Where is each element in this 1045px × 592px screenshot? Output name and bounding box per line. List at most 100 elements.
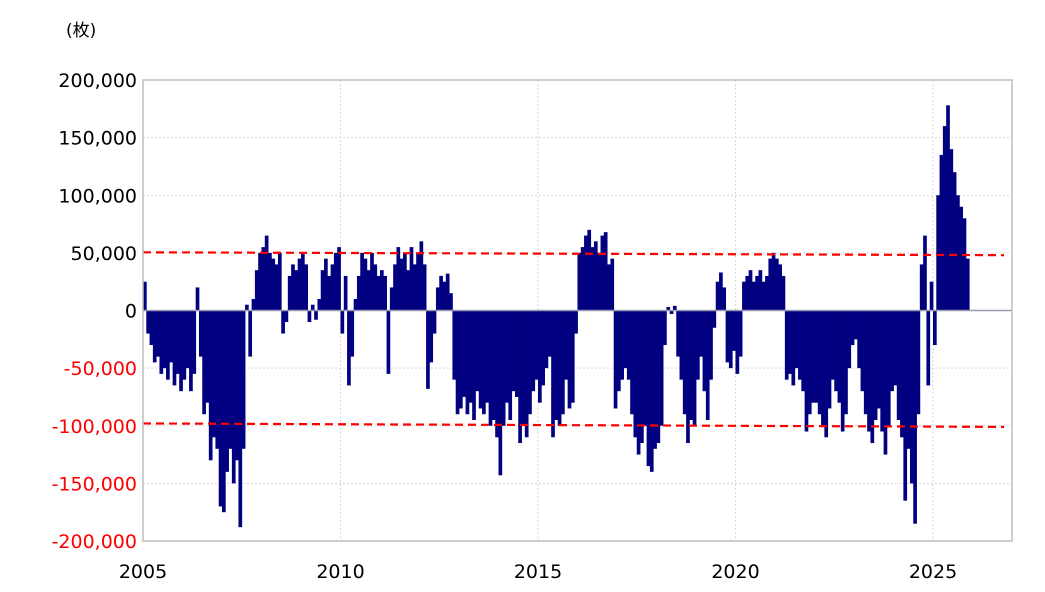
bar <box>765 275 769 311</box>
bar <box>284 310 289 323</box>
bar <box>929 281 934 311</box>
bar <box>811 310 815 403</box>
bar <box>235 310 239 461</box>
bar <box>906 310 911 449</box>
bar <box>942 126 947 311</box>
bar <box>225 310 229 472</box>
bar <box>630 310 634 415</box>
bar <box>653 310 657 449</box>
bar <box>498 310 503 476</box>
bar <box>475 310 480 392</box>
bar <box>462 310 466 397</box>
bar <box>742 281 746 311</box>
bar <box>215 310 220 449</box>
bar <box>277 252 282 311</box>
bar <box>788 310 792 374</box>
bar <box>794 310 799 369</box>
bar <box>682 310 687 415</box>
bar <box>192 310 197 374</box>
bar <box>867 310 871 432</box>
bar <box>231 310 236 484</box>
bar <box>317 298 322 311</box>
bar <box>751 281 756 311</box>
bar <box>636 310 641 455</box>
bar <box>890 310 894 392</box>
bar <box>778 264 782 311</box>
bar <box>291 264 295 311</box>
bar <box>179 310 183 392</box>
bar <box>370 252 374 311</box>
bar <box>807 310 812 415</box>
x-tick-label: 2015 <box>514 561 562 583</box>
y-tick-label: 150,000 <box>58 128 137 150</box>
bar <box>886 310 891 426</box>
bar <box>863 310 868 415</box>
bar <box>264 235 269 311</box>
bar <box>603 232 608 311</box>
bar <box>761 281 766 311</box>
bar <box>814 310 819 403</box>
bar <box>617 310 621 392</box>
x-tick-label: 2020 <box>711 561 759 583</box>
bar <box>439 275 443 311</box>
bar <box>699 310 703 357</box>
bar <box>923 235 927 311</box>
bar <box>719 272 723 311</box>
y-tick-label: -100,000 <box>52 416 137 438</box>
bar <box>965 258 970 311</box>
bar <box>686 310 690 444</box>
bar <box>294 270 299 311</box>
x-tick-label: 2010 <box>316 561 364 583</box>
bar <box>373 264 378 311</box>
bar <box>946 105 950 311</box>
bar <box>251 298 256 311</box>
bar <box>551 310 555 438</box>
x-tick-label: 2025 <box>909 561 957 583</box>
bar <box>238 310 243 528</box>
bar <box>301 252 305 311</box>
bar <box>442 281 447 311</box>
bar <box>528 310 532 415</box>
bar <box>245 304 249 311</box>
bar <box>557 310 562 426</box>
bar <box>896 310 901 420</box>
bar <box>956 195 960 311</box>
bar <box>952 172 957 311</box>
bar <box>547 310 552 357</box>
bar <box>837 310 842 403</box>
bar <box>146 310 150 334</box>
bar <box>771 252 776 311</box>
bar <box>801 310 806 392</box>
bar <box>949 149 954 311</box>
bar <box>554 310 559 420</box>
bar <box>600 235 605 311</box>
bar <box>538 310 542 403</box>
bar <box>185 310 190 369</box>
bar <box>228 310 233 449</box>
bar <box>597 252 601 311</box>
bar <box>261 247 266 311</box>
bar <box>511 310 516 392</box>
bar <box>478 310 483 409</box>
bar <box>198 310 203 357</box>
bar <box>847 310 852 369</box>
bar <box>501 310 506 426</box>
bar <box>274 264 279 311</box>
bar <box>758 270 763 311</box>
bar <box>363 258 368 311</box>
bar <box>162 310 167 369</box>
bar <box>393 264 397 311</box>
bar <box>445 273 450 311</box>
bar <box>356 275 361 311</box>
bar <box>406 270 411 311</box>
bar <box>347 310 351 386</box>
bar <box>748 270 753 311</box>
bar <box>149 310 154 346</box>
bar <box>258 252 262 311</box>
bar <box>893 310 898 386</box>
bar <box>844 310 848 415</box>
bar <box>455 310 460 415</box>
bar <box>728 310 733 369</box>
bar <box>189 310 193 392</box>
